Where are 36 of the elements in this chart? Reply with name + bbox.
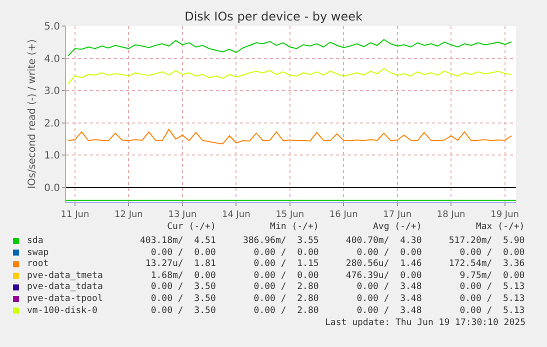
y-tick-label: 3.0 xyxy=(44,86,60,98)
x-tick-label: 13 Jun xyxy=(168,210,197,220)
x-tick-label: 12 Jun xyxy=(114,210,143,220)
y-tick-label: 1.0 xyxy=(44,150,60,162)
line-series xyxy=(68,39,512,56)
x-tick-label: 15 Jun xyxy=(276,210,304,220)
x-tick-label: 14 Jun xyxy=(222,210,250,220)
y-tick-label: 2.0 xyxy=(44,118,60,130)
chart-title: Disk IOs per device - by week xyxy=(184,9,362,24)
legend-label: vm-100-disk-0 xyxy=(27,306,98,316)
text: 1.68m/ 0.00 0.00 / 0.00 476.39u/ 0.00 9.75m/ 0.00 xyxy=(140,271,525,281)
text: 0.00 / 3.50 0.00 / 2.80 0.00 / 3.48 0.00 / 5.13 xyxy=(140,294,525,304)
legend-label: pve-data-tpool xyxy=(27,294,103,304)
y-tick-label: 4.0 xyxy=(44,54,60,65)
text: Last update: Thu Jun 19 17:30:10 2025 xyxy=(325,318,526,328)
x-tick-label: 16 Jun xyxy=(329,210,358,220)
text: 13.27u/ 1.81 0.00 / 1.15 280.56u/ 1.46 172.54m/ 3.36 xyxy=(140,259,525,269)
x-tick-label: 11 Jun xyxy=(60,210,90,220)
line-series xyxy=(68,68,512,84)
legend-label: pve-data_tdata xyxy=(27,282,103,292)
y-tick-label: 0.0 xyxy=(44,182,60,194)
text: 0.00 / 0.00 0.00 / 0.00 0.00 / 0.00 0.00 / 0.00 xyxy=(140,248,525,258)
line-series xyxy=(68,128,512,144)
y-tick-label: 5.0 xyxy=(44,22,60,32)
text: 0.00 / 3.50 0.00 / 2.80 0.00 / 3.48 0.00 / 5.13 xyxy=(140,306,525,316)
x-tick-label: 18 Jun xyxy=(436,210,466,220)
y-axis-title: IOs/second read (-) / write (+) xyxy=(27,39,38,189)
legend-label: sda xyxy=(27,236,44,246)
x-tick-label: 17 Jun xyxy=(383,210,412,220)
text: 0.00 / 3.50 0.00 / 2.80 0.00 / 3.48 0.00 / 5.13 xyxy=(140,282,525,292)
text: Cur (-/+) Min (-/+) Avg (-/+) Max (-/+) xyxy=(140,222,525,232)
legend-label: root xyxy=(27,259,49,269)
text: 403.18m/ 4.51 386.96m/ 3.55 400.70m/ 4.30 517.20m/ 5.90 xyxy=(140,236,525,246)
legend-label: swap xyxy=(27,248,49,258)
x-tick-label: 19 Jun xyxy=(490,210,520,220)
legend-label: pve-data_tmeta xyxy=(27,271,103,281)
